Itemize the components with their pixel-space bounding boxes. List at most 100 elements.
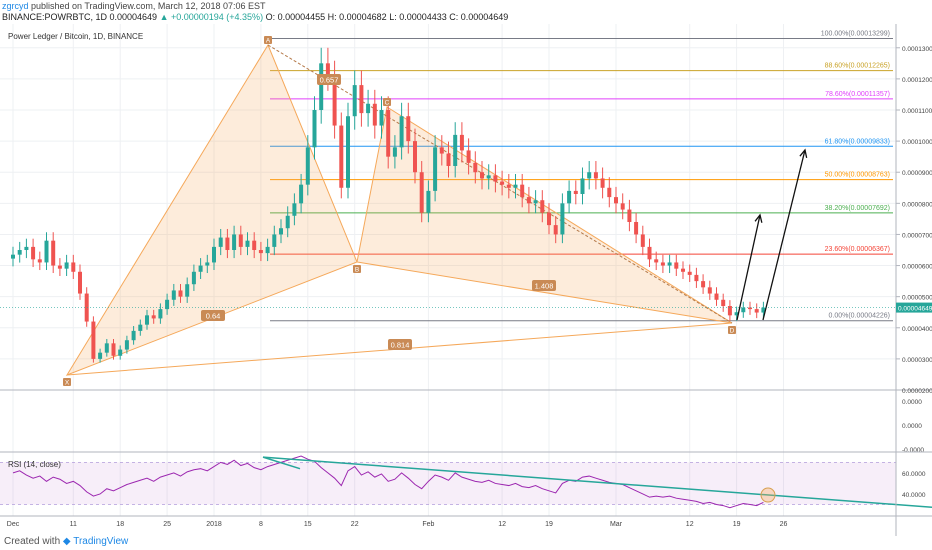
- mid-panel-tick: 0.0000: [902, 399, 922, 406]
- candle-body: [399, 116, 404, 148]
- point-tag: [383, 98, 391, 106]
- candle-body: [560, 203, 565, 235]
- point-tag: [728, 326, 736, 334]
- candle-body: [352, 85, 357, 117]
- candle-body: [258, 250, 263, 254]
- candle-body: [225, 237, 230, 250]
- projection-arrows[interactable]: [736, 148, 808, 321]
- rsi-trendline-left: [262, 456, 301, 470]
- candle-body: [500, 181, 505, 185]
- candle-body: [426, 190, 431, 213]
- x-tick-label: 2018: [206, 521, 222, 528]
- candle-body: [647, 246, 652, 260]
- candle-body: [111, 343, 116, 356]
- candle-body: [674, 262, 679, 269]
- candle-body: [178, 290, 183, 297]
- candle-body: [660, 262, 665, 266]
- fib-level-label: 78.60%(0.00011357): [825, 91, 890, 98]
- arrow-shaft: [736, 214, 761, 321]
- candle-body: [392, 147, 397, 157]
- ratio-label: 0.657: [320, 76, 339, 85]
- x-tick-label: 15: [304, 521, 312, 528]
- ratio-tag: [388, 339, 412, 350]
- fib-level-label: 100.00%(0.00013299): [821, 30, 890, 37]
- rsi-line: [12, 455, 764, 509]
- arrow-head: [799, 148, 808, 158]
- candle-body: [91, 321, 96, 359]
- candle-body: [285, 215, 290, 229]
- last-price-tag: [896, 302, 932, 313]
- ratio-labels: 0.657 0.64 1.408 0.814: [201, 74, 556, 350]
- x-tick-label: 19: [545, 521, 553, 528]
- candle-body: [727, 306, 732, 316]
- candle-body: [406, 116, 411, 142]
- candle-body: [600, 178, 605, 188]
- price-chart[interactable]: 100.00%(0.00013299) 88.60%(0.00012265) 78.…: [0, 24, 932, 536]
- candle-body: [453, 134, 458, 166]
- candle-body: [654, 259, 659, 263]
- x-tick-label: 26: [780, 521, 788, 528]
- candle-body: [419, 172, 424, 213]
- high-text: H: 0.00004682: [325, 12, 387, 22]
- candle-body: [151, 315, 156, 319]
- candle-body: [11, 254, 15, 259]
- fib-retracement[interactable]: 100.00%(0.00013299) 88.60%(0.00012265) 78.…: [270, 30, 893, 322]
- footer: Created with ◆ TradingView: [4, 536, 128, 547]
- candle-body: [694, 274, 699, 282]
- author-name[interactable]: zgrcyd: [2, 1, 29, 11]
- candle-body: [212, 246, 216, 263]
- candle-body: [71, 262, 76, 272]
- candle-body: [593, 172, 598, 179]
- rsi-legend: RSI (14, close): [8, 460, 61, 469]
- candle-body: [78, 271, 82, 294]
- rsi-highlight-circle: [760, 487, 776, 503]
- candle-body: [292, 203, 297, 216]
- fib-level-label: 38.20%(0.00007692): [825, 205, 890, 212]
- candle-body: [473, 162, 478, 173]
- candle-body: [506, 184, 511, 188]
- candles: [11, 47, 766, 363]
- candle-body: [520, 184, 525, 198]
- symbol-label: BINANCE:POWRBTC, 1D: [2, 12, 108, 22]
- candle-body: [366, 103, 371, 114]
- candle-body: [573, 190, 578, 194]
- candle-body: [312, 110, 317, 148]
- footer-brand[interactable]: TradingView: [73, 536, 129, 547]
- x-tick-label: 11: [70, 521, 77, 528]
- harmonic-pattern[interactable]: [65, 43, 733, 377]
- fib-level-label: 50.00%(0.00008763): [825, 172, 890, 179]
- close-text: C: 0.00004649: [446, 12, 509, 22]
- x-tick-label: 18: [116, 521, 124, 528]
- mid-panel-tick: 0.0000: [902, 423, 922, 430]
- candle-body: [185, 284, 190, 297]
- candle-body: [627, 209, 632, 222]
- candle-body: [553, 225, 558, 235]
- fib-level-label: 88.60%(0.00012265): [825, 63, 890, 70]
- x-tick-label: 8: [259, 521, 263, 528]
- last-price-label: 0.00004649: [898, 306, 932, 313]
- candle-body: [587, 172, 592, 179]
- candle-body: [118, 349, 123, 356]
- rsi-trendline: [262, 456, 932, 509]
- candle-body: [232, 234, 237, 250]
- candle-body: [433, 147, 438, 191]
- candle-body: [332, 75, 337, 126]
- point-tag: [264, 36, 272, 44]
- candle-body: [547, 212, 551, 226]
- chart-title: Power Ledger / Bitcoin, 1D, BINANCE: [8, 32, 143, 41]
- candle-body: [158, 309, 163, 319]
- candle-body: [57, 265, 62, 269]
- candle-body: [339, 125, 344, 188]
- candle-body: [707, 287, 712, 294]
- last-price-text: 0.00004649: [107, 12, 160, 22]
- candle-body: [386, 110, 391, 157]
- candle-body: [44, 240, 49, 263]
- candle-body: [761, 307, 766, 313]
- candle-body: [131, 330, 136, 341]
